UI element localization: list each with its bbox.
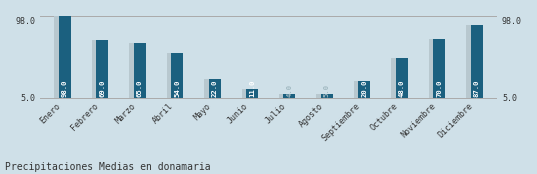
Bar <box>208 79 221 98</box>
Text: 48.0: 48.0 <box>399 79 405 97</box>
Bar <box>279 94 291 98</box>
Bar <box>316 94 329 98</box>
Bar <box>284 94 295 98</box>
Bar <box>354 81 366 98</box>
Text: 65.0: 65.0 <box>136 79 142 97</box>
Text: 5.0: 5.0 <box>324 84 330 97</box>
Text: 11.0: 11.0 <box>249 79 255 97</box>
Bar <box>391 58 403 98</box>
Text: 54.0: 54.0 <box>174 79 180 97</box>
Text: 4.0: 4.0 <box>287 84 293 97</box>
Text: 98.0: 98.0 <box>62 79 68 97</box>
Text: 22.0: 22.0 <box>212 79 217 97</box>
Bar <box>467 25 478 98</box>
Text: 87.0: 87.0 <box>474 79 480 97</box>
Bar <box>246 89 258 98</box>
Bar <box>433 39 445 98</box>
Bar <box>129 43 141 98</box>
Text: Precipitaciones Medias en donamaria: Precipitaciones Medias en donamaria <box>5 162 211 172</box>
Bar <box>54 16 66 98</box>
Text: 20.0: 20.0 <box>361 79 367 97</box>
Bar <box>92 40 104 98</box>
Bar <box>134 43 146 98</box>
Text: 70.0: 70.0 <box>437 79 442 97</box>
Bar <box>396 58 408 98</box>
Text: 69.0: 69.0 <box>99 79 105 97</box>
Bar <box>242 89 253 98</box>
Bar <box>96 40 108 98</box>
Bar <box>166 53 178 98</box>
Bar <box>471 25 483 98</box>
Bar <box>171 53 183 98</box>
Bar <box>59 16 70 98</box>
Bar <box>429 39 441 98</box>
Bar <box>204 79 216 98</box>
Bar <box>321 94 333 98</box>
Bar <box>359 81 371 98</box>
